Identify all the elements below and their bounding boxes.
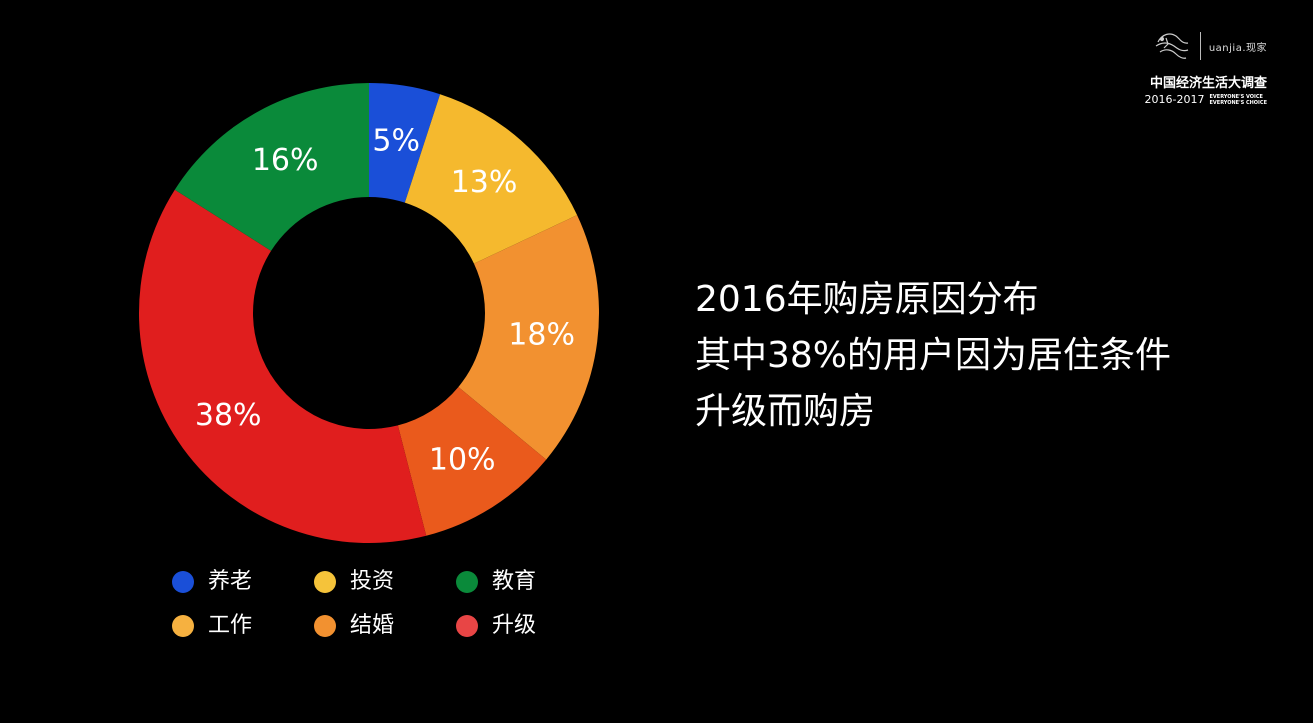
- legend-label: 结婚: [350, 613, 395, 638]
- legend-item: 结婚: [314, 612, 456, 640]
- donut-slice-0: [369, 83, 441, 203]
- bird-logo-icon: [1155, 33, 1189, 59]
- donut-slice-4: [139, 189, 427, 544]
- legend-item: 工作: [172, 612, 314, 640]
- donut-chart: 5% 13% 18% 10% 38% 16%: [139, 83, 599, 544]
- legend-swatch: [314, 615, 336, 637]
- brand-slogan-line-1: EVERYONE'S VOICE: [1209, 93, 1263, 100]
- donut-slice-5: [174, 83, 369, 251]
- headline-line-3: 升级而购房: [695, 391, 876, 432]
- legend-item: 养老: [172, 568, 314, 596]
- legend-label: 教育: [492, 569, 537, 594]
- legend-item: 投资: [314, 568, 456, 596]
- slice-label-4: 38%: [195, 398, 262, 433]
- donut-slice-2: [458, 215, 599, 460]
- brand-wordmark: uanjia.现家: [1208, 42, 1267, 54]
- legend-swatch: [456, 615, 478, 637]
- brand-divider: [1199, 32, 1201, 60]
- chart-legend: 养老 投资 教育工作 结婚 升级: [172, 568, 598, 640]
- legend-label: 工作: [208, 613, 253, 638]
- legend-label: 升级: [492, 613, 537, 638]
- legend-item: 教育: [456, 568, 598, 596]
- brand-slogan-line-2: EVERYONE'S CHOICE: [1209, 99, 1268, 106]
- legend-label: 投资: [350, 569, 395, 594]
- headline-line-1: 2016年购房原因分布: [695, 279, 1039, 320]
- slice-label-0: 5%: [372, 124, 420, 159]
- donut-slice-3: [397, 386, 547, 536]
- headline: 2016年购房原因分布 其中38%的用户因为居住条件 升级而购房: [695, 272, 1255, 440]
- slice-label-1: 13%: [451, 165, 518, 200]
- legend-swatch: [172, 571, 194, 593]
- brand-title: 中国经济生活大调查: [1149, 76, 1267, 91]
- legend-item: 升级: [456, 612, 598, 640]
- slice-label-5: 16%: [252, 143, 319, 178]
- brand-logo-block: uanjia.现家 中国经济生活大调查 2016-2017 EVERYONE'S…: [1127, 28, 1267, 106]
- legend-label: 养老: [208, 569, 253, 594]
- brand-slogan: EVERYONE'S VOICE EVERYONE'S CHOICE: [1210, 94, 1268, 106]
- legend-swatch: [314, 571, 336, 593]
- legend-swatch: [172, 615, 194, 637]
- slice-label-3: 10%: [429, 442, 496, 477]
- brand-years: 2016-2017: [1144, 93, 1205, 106]
- legend-swatch: [456, 571, 478, 593]
- slice-label-2: 18%: [508, 317, 575, 352]
- donut-slice-1: [404, 94, 578, 264]
- headline-line-2: 其中38%的用户因为居住条件: [695, 335, 1172, 376]
